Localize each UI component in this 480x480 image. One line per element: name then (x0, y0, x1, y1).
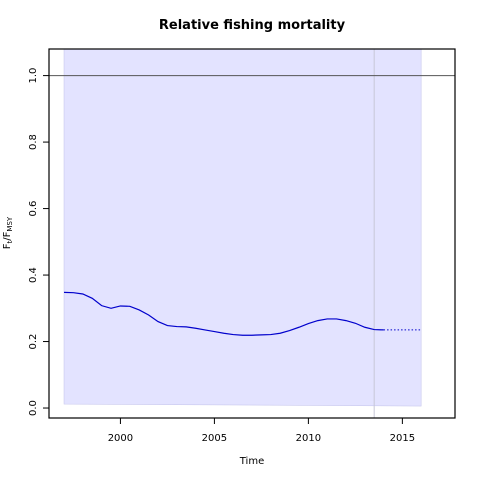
x-tick-label: 2005 (202, 433, 227, 444)
y-axis: 0.0 0.2 0.4 0.6 0.8 1.0 (28, 68, 49, 416)
y-tick-label: 0.8 (28, 134, 39, 150)
x-axis: 2000 2005 2010 2015 (108, 418, 415, 444)
plot-frame (48, 48, 456, 419)
x-tick-label: 2015 (390, 433, 415, 444)
series-line (64, 291, 384, 336)
y-axis-label: Ft/FMSY (2, 216, 14, 249)
y-tick-label: 0.4 (28, 267, 39, 283)
confidence-band (63, 48, 422, 407)
x-tick-label: 2000 (108, 433, 133, 444)
plot-area (49, 48, 455, 418)
y-tick-label: 0.6 (28, 201, 39, 217)
chart-title: Relative fishing mortality (159, 18, 346, 33)
x-axis-label: Time (239, 456, 264, 467)
x-tick-label: 2010 (296, 433, 321, 444)
y-tick-label: 0.2 (28, 334, 39, 350)
y-tick-label: 1.0 (28, 68, 39, 84)
y-tick-label: 0.0 (28, 400, 39, 416)
